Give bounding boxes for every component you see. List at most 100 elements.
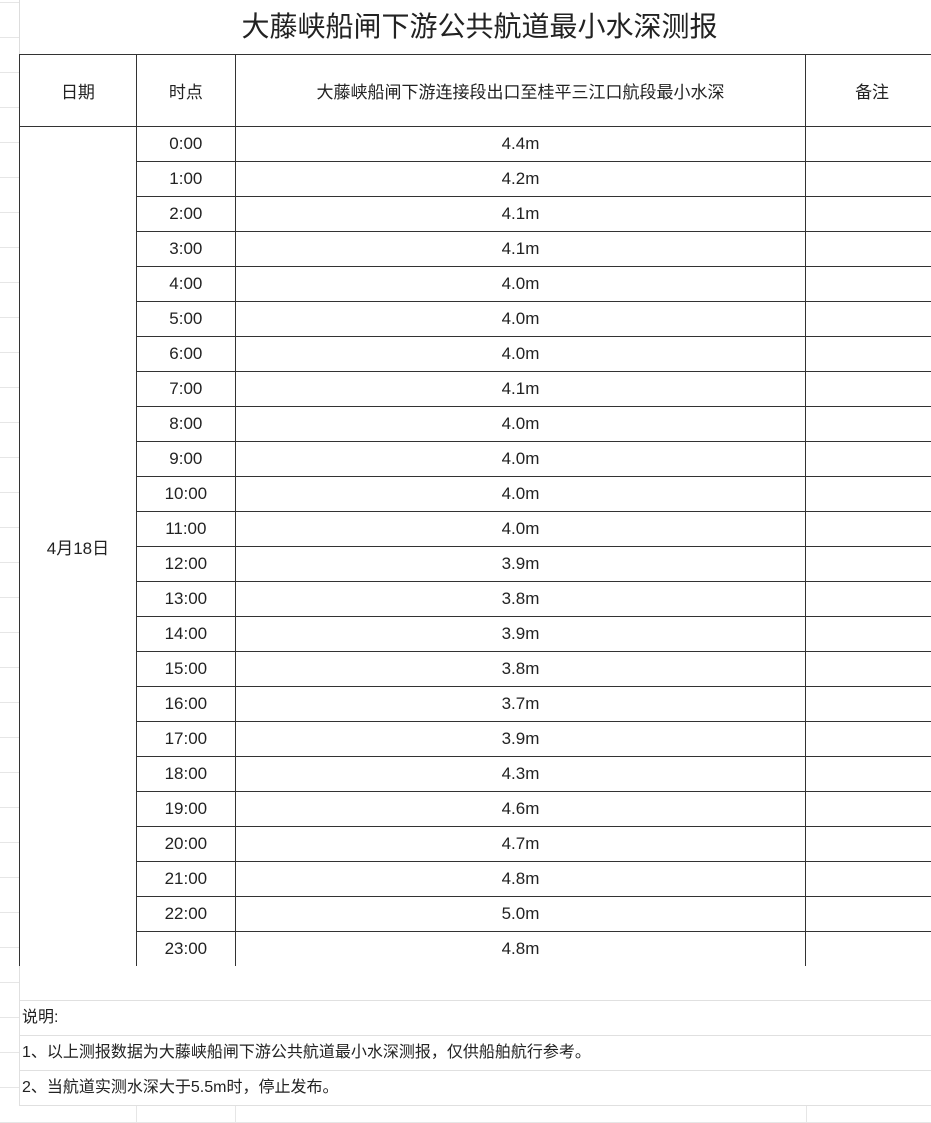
notes-section: 说明: 1、以上测报数据为大藤峡船闸下游公共航道最小水深测报，仅供船舶航行参考。…: [19, 966, 931, 1106]
table-row: 6:00 4.0m: [20, 336, 931, 372]
depth-cell: 4.0m: [234, 476, 807, 512]
time-cell: 2:00: [135, 196, 236, 232]
report-title: 大藤峡船闸下游公共航道最小水深测报: [19, 0, 931, 54]
remark-cell: [805, 616, 931, 652]
time-cell: 16:00: [135, 686, 236, 722]
time-cell: 5:00: [135, 301, 236, 337]
time-cell: 18:00: [135, 756, 236, 792]
header-depth: 大藤峡船闸下游连接段出口至桂平三江口航段最小水深: [234, 54, 807, 127]
depth-cell: 4.2m: [234, 161, 807, 197]
note-item: 2、当航道实测水深大于5.5m时，停止发布。: [19, 1071, 931, 1106]
depth-cell: 4.0m: [234, 511, 807, 547]
time-cell: 19:00: [135, 791, 236, 827]
time-cell: 6:00: [135, 336, 236, 372]
remark-cell: [805, 546, 931, 582]
depth-cell: 4.1m: [234, 371, 807, 407]
remark-cell: [805, 336, 931, 372]
report-sheet: 大藤峡船闸下游公共航道最小水深测报 日期 时点 大藤峡船闸下游连接段出口至桂平三…: [19, 0, 931, 967]
remark-cell: [805, 861, 931, 897]
table-row: 5:00 4.0m: [20, 301, 931, 337]
depth-cell: 4.0m: [234, 441, 807, 477]
time-cell: 3:00: [135, 231, 236, 267]
remark-cell: [805, 231, 931, 267]
remark-cell: [805, 686, 931, 722]
depth-cell: 3.9m: [234, 616, 807, 652]
table-row: 8:00 4.0m: [20, 406, 931, 442]
table-row: 2:00 4.1m: [20, 196, 931, 232]
remark-cell: [805, 756, 931, 792]
table-row: 12:00 3.9m: [20, 546, 931, 582]
time-cell: 9:00: [135, 441, 236, 477]
depth-cell: 5.0m: [234, 896, 807, 932]
table-row: 23:00 4.8m: [20, 931, 931, 967]
depth-cell: 4.8m: [234, 861, 807, 897]
remark-cell: [805, 266, 931, 302]
remark-cell: [805, 476, 931, 512]
remark-cell: [805, 126, 931, 162]
table-row: 4:00 4.0m: [20, 266, 931, 302]
remark-cell: [805, 441, 931, 477]
remark-cell: [805, 406, 931, 442]
time-cell: 10:00: [135, 476, 236, 512]
header-time: 时点: [135, 54, 236, 127]
depth-cell: 3.8m: [234, 581, 807, 617]
remark-cell: [805, 371, 931, 407]
date-cell: 4月18日: [19, 126, 137, 967]
table-row: 1:00 4.2m: [20, 161, 931, 197]
table-row: 19:00 4.6m: [20, 791, 931, 827]
time-cell: 11:00: [135, 511, 236, 547]
depth-cell: 4.0m: [234, 266, 807, 302]
depth-cell: 4.0m: [234, 406, 807, 442]
table-row: 4月18日 0:00 4.4m: [19, 126, 931, 967]
table-row: 21:00 4.8m: [20, 861, 931, 897]
notes-heading: 说明:: [19, 1001, 931, 1036]
table-row: 16:00 3.7m: [20, 686, 931, 722]
time-cell: 21:00: [135, 861, 236, 897]
time-cell: 4:00: [135, 266, 236, 302]
depth-cell: 4.6m: [234, 791, 807, 827]
remark-cell: [805, 581, 931, 617]
remark-cell: [805, 511, 931, 547]
depth-cell: 4.1m: [234, 231, 807, 267]
depth-cell: 4.4m: [234, 126, 807, 162]
table-row: 20:00 4.7m: [20, 826, 931, 862]
time-cell: 17:00: [135, 721, 236, 757]
table-row: 14:00 3.9m: [20, 616, 931, 652]
time-cell: 23:00: [135, 931, 236, 967]
table-row: 15:00 3.8m: [20, 651, 931, 687]
depth-cell: 4.1m: [234, 196, 807, 232]
time-cell: 0:00: [135, 126, 236, 162]
remark-cell: [805, 651, 931, 687]
table-row: 10:00 4.0m: [20, 476, 931, 512]
table-row: 3:00 4.1m: [20, 231, 931, 267]
remark-cell: [805, 826, 931, 862]
time-cell: 13:00: [135, 581, 236, 617]
time-cell: 14:00: [135, 616, 236, 652]
depth-cell: 3.8m: [234, 651, 807, 687]
depth-cell: 3.9m: [234, 721, 807, 757]
note-item: 1、以上测报数据为大藤峡船闸下游公共航道最小水深测报，仅供船舶航行参考。: [19, 1036, 931, 1071]
time-cell: 12:00: [135, 546, 236, 582]
header-date: 日期: [19, 54, 137, 127]
remark-cell: [805, 896, 931, 932]
time-cell: 15:00: [135, 651, 236, 687]
table-row: 11:00 4.0m: [20, 511, 931, 547]
time-cell: 20:00: [135, 826, 236, 862]
depth-cell: 3.9m: [234, 546, 807, 582]
depth-table: 日期 时点 大藤峡船闸下游连接段出口至桂平三江口航段最小水深 备注 4月18日 0…: [19, 54, 931, 967]
remark-cell: [805, 791, 931, 827]
time-cell: 8:00: [135, 406, 236, 442]
header-remark: 备注: [805, 54, 931, 127]
header-row: 日期 时点 大藤峡船闸下游连接段出口至桂平三江口航段最小水深 备注: [19, 54, 931, 127]
depth-cell: 4.8m: [234, 931, 807, 967]
table-row: 17:00 3.9m: [20, 721, 931, 757]
time-cell: 7:00: [135, 371, 236, 407]
remark-cell: [805, 721, 931, 757]
empty-row: [19, 966, 931, 1001]
table-row: 9:00 4.0m: [20, 441, 931, 477]
remark-cell: [805, 931, 931, 967]
depth-cell: 4.0m: [234, 336, 807, 372]
remark-cell: [805, 161, 931, 197]
depth-cell: 3.7m: [234, 686, 807, 722]
remark-cell: [805, 301, 931, 337]
